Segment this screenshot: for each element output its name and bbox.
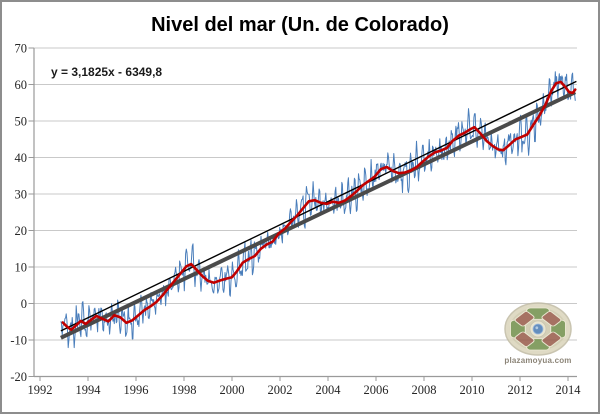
data-series <box>60 71 577 349</box>
logo-petals <box>509 307 567 351</box>
logo-center-highlight <box>535 326 539 330</box>
logo-petal-brick <box>541 331 562 347</box>
x-tick-label: 2004 <box>316 383 342 397</box>
regression-trend-line <box>60 80 577 332</box>
x-tick-label: 1992 <box>28 383 53 397</box>
y-tick-label: 60 <box>15 78 28 92</box>
chart-title: Nivel del mar (Un. de Colorado) <box>151 14 449 36</box>
y-tick-label: 30 <box>15 188 28 202</box>
logo-petal-brick <box>514 311 535 327</box>
thick-trend-line <box>60 90 577 340</box>
gridlines <box>34 47 577 377</box>
x-tick-label: 2000 <box>220 383 245 397</box>
monthly-sea-level-line <box>60 71 576 349</box>
smoothed-sea-level-line <box>61 80 577 332</box>
logo-petal-brick <box>541 311 562 327</box>
logo-petal-brick <box>514 331 535 347</box>
x-tick-label: 2012 <box>508 383 533 397</box>
y-tick-label: 20 <box>15 224 28 238</box>
x-tick-label: 1994 <box>76 383 102 397</box>
y-tick-label: 0 <box>21 297 27 311</box>
logo-center-fountain <box>532 323 544 335</box>
x-tick-label: 2014 <box>556 383 582 397</box>
trend-equation-label: y = 3,1825x - 6349,8 <box>51 65 162 79</box>
y-tick-label: 40 <box>15 151 28 165</box>
y-axis-labels: -20 -10 0 10 20 30 40 50 60 70 <box>10 42 27 385</box>
x-tick-label: 2006 <box>364 383 389 397</box>
y-tick-label: -10 <box>10 334 27 348</box>
x-axis-labels: 1992 1994 1996 1998 2000 2002 2004 2006 2008 2010… <box>28 383 582 397</box>
axes <box>28 47 577 381</box>
y-tick-label: 50 <box>15 115 28 129</box>
x-tick-label: 2010 <box>460 383 485 397</box>
watermark-text: plazamoyua.com <box>504 356 571 365</box>
plazamoyua-logo: plazamoyua.com <box>504 302 572 365</box>
y-tick-label: 70 <box>15 42 28 56</box>
x-tick-label: 1996 <box>124 383 149 397</box>
x-tick-label: 1998 <box>172 383 197 397</box>
x-tick-label: 2008 <box>412 383 437 397</box>
y-tick-label: 10 <box>15 261 28 275</box>
x-tick-label: 2002 <box>268 383 293 397</box>
y-tick-label: -20 <box>10 370 27 384</box>
